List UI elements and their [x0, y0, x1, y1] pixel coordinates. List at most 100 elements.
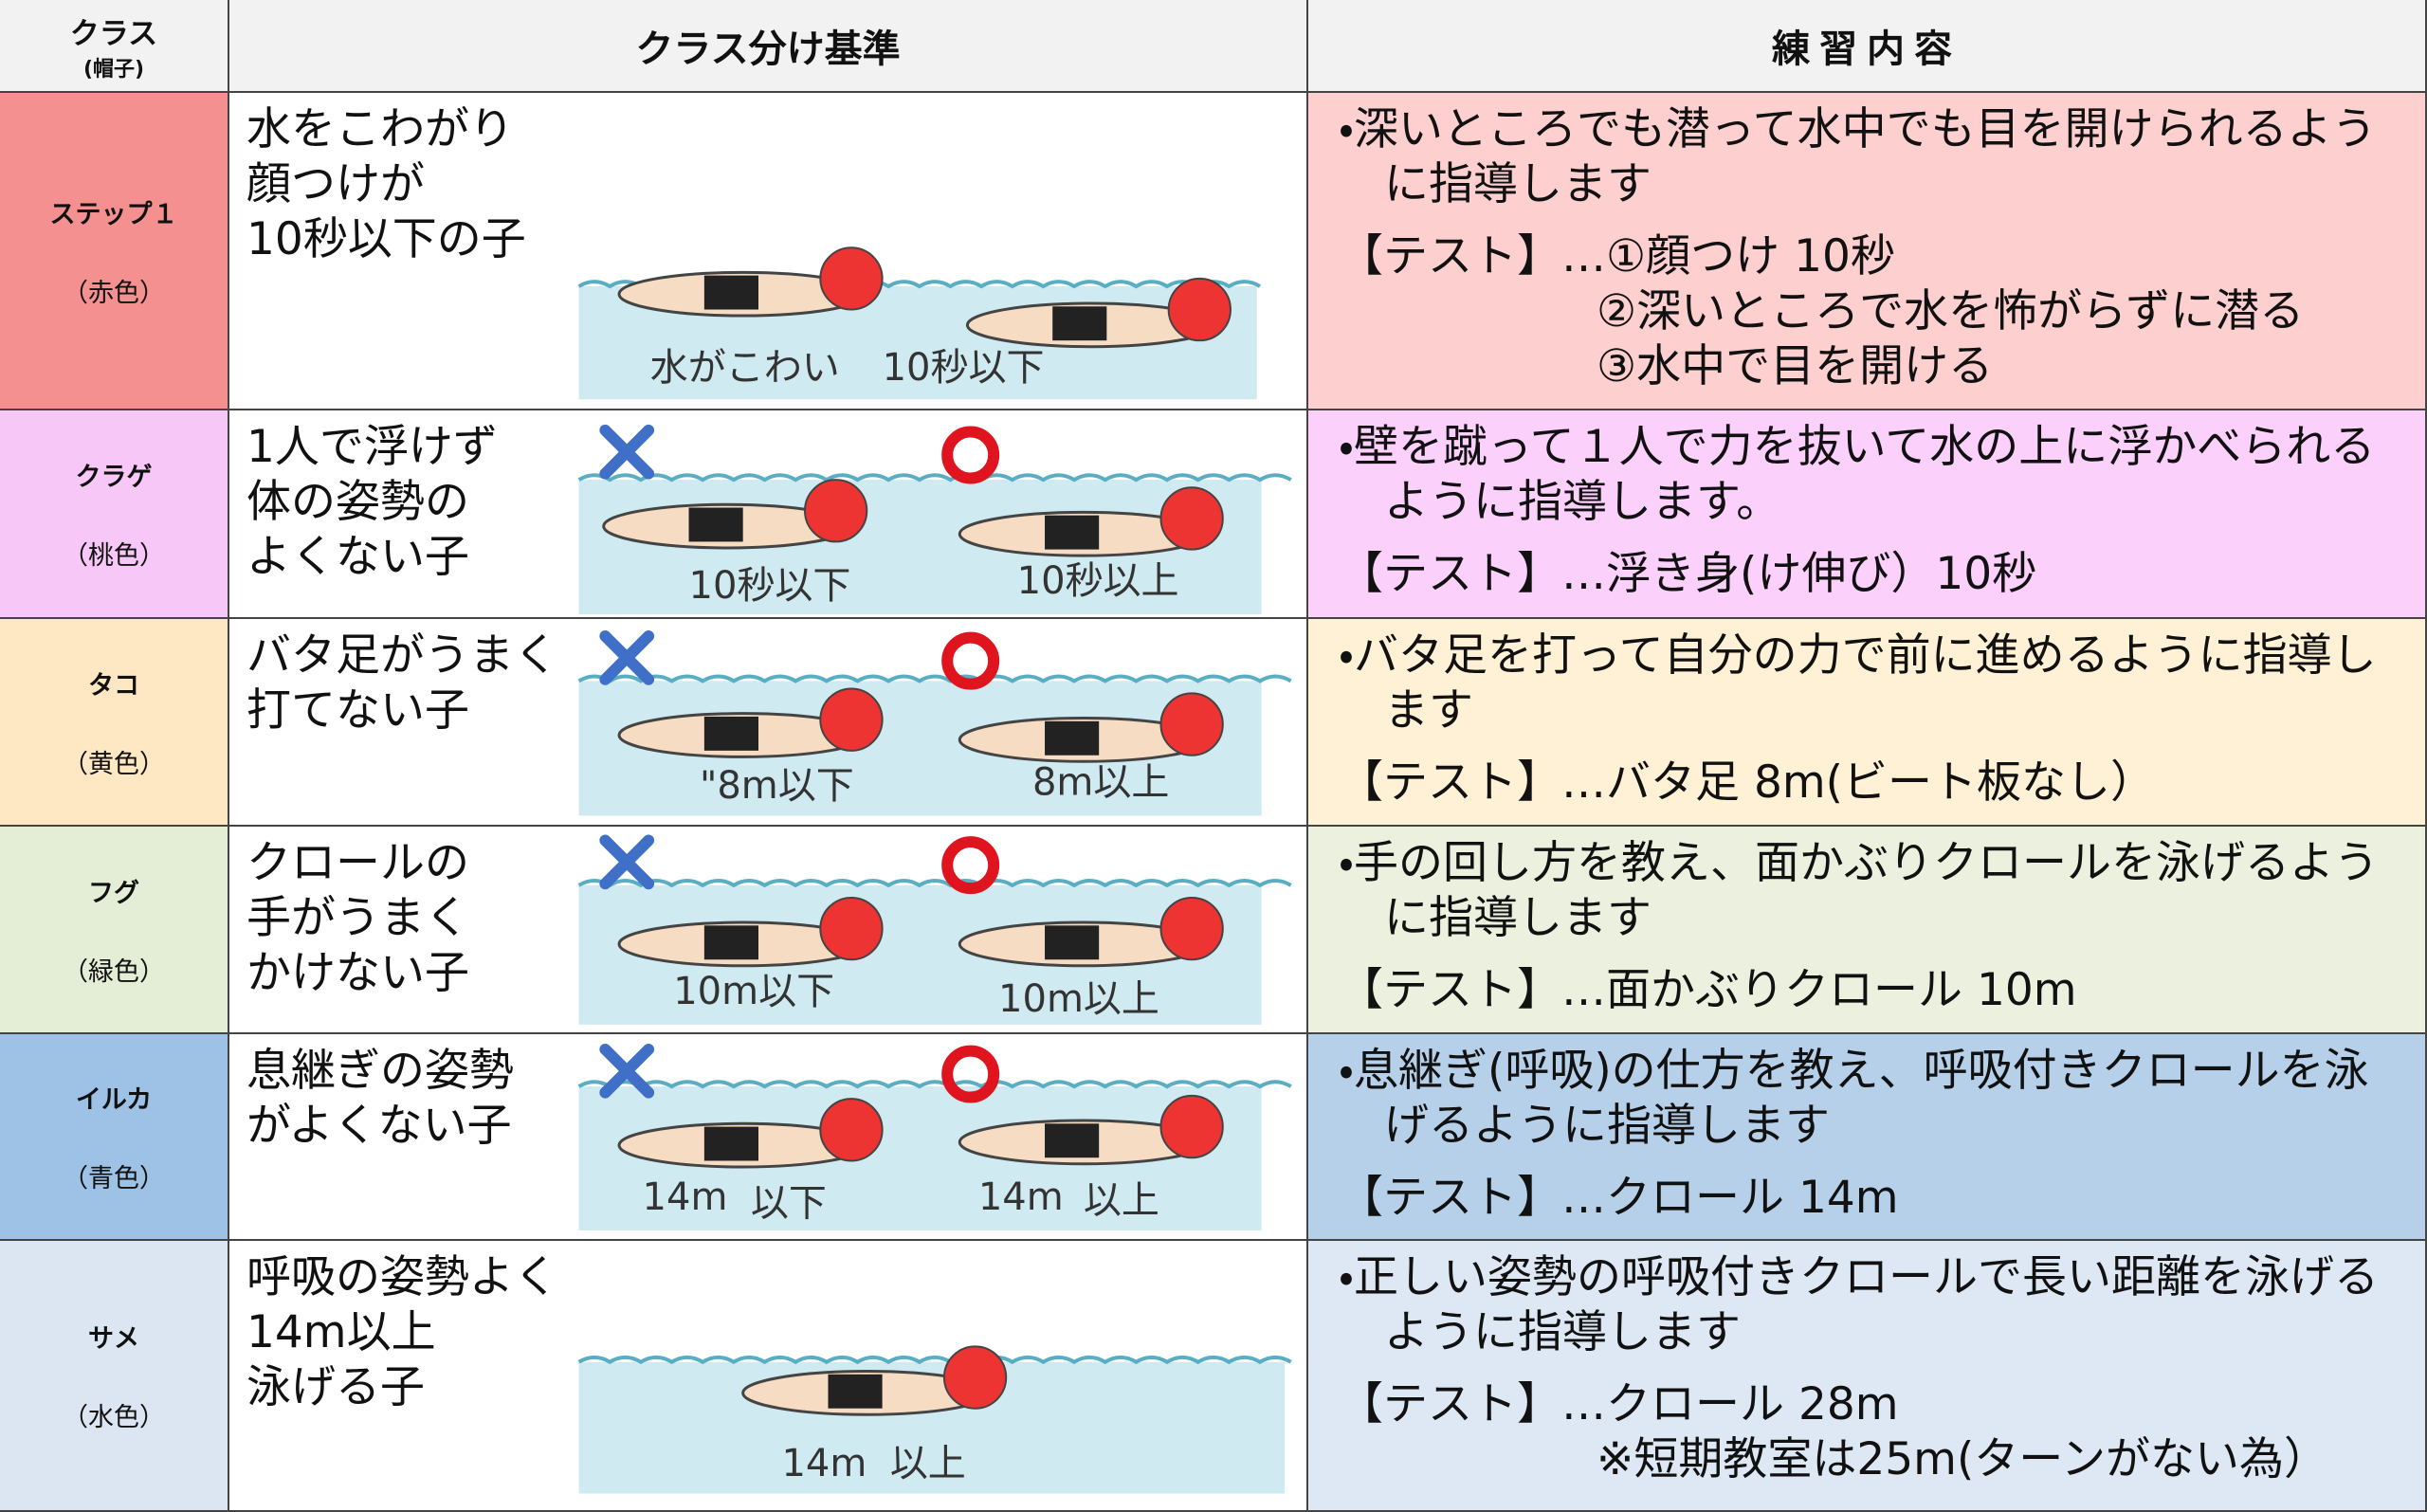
class-name: ステップ１ — [49, 199, 178, 229]
criteria-line: がよくない子 — [246, 1100, 512, 1152]
illustration-label: 10秒以下 — [689, 564, 851, 608]
ng-mark — [599, 630, 655, 685]
class-cap: （緑色） — [63, 956, 165, 987]
criteria-line: 水をこわがり — [246, 103, 514, 155]
illustration-label: 10秒以上 — [1017, 559, 1179, 603]
class-cap: （赤色） — [63, 278, 165, 308]
illustration-label: 14m — [978, 1175, 1064, 1219]
criteria-line: 10秒以下の子 — [246, 213, 526, 265]
criteria-line: かけない子 — [246, 947, 469, 999]
header-criteria: クラス分け基準 — [229, 0, 1308, 93]
practice-cell: ・正しい姿勢の呼吸付きクロールで長い距離を泳げるように指導します 【テスト】…クロ… — [1308, 1241, 2427, 1512]
swimmer-trunks — [703, 275, 758, 310]
criteria-line: クロールの — [246, 837, 469, 889]
swimmer-trunks — [703, 925, 758, 960]
header-practice: 練習内容 — [1308, 0, 2427, 93]
test-line: ※短期教室は25m(ターンがない為） — [1597, 1433, 2328, 1485]
criteria-cell: 水がこわい 10秒以下 水をこわがり 顔つけが 10秒以下の子 — [229, 93, 1308, 410]
class-cap: （青色） — [63, 1164, 165, 1193]
illustration: "8m以下 8m以上 — [577, 630, 1292, 816]
ng-mark — [599, 424, 655, 480]
criteria-line: 1人で浮けず — [246, 421, 498, 473]
class-cell: サメ （水色） — [0, 1241, 229, 1512]
practice-text: ・正しい姿勢の呼吸付きクロールで長い距離を泳げるように指導します — [1339, 1251, 2379, 1358]
illustration-label: 10m以上 — [998, 977, 1159, 1021]
test-line: 【テスト】…浮き身(け伸び）10秒 — [1339, 548, 2037, 600]
swimmer-cap — [942, 1345, 1008, 1410]
swimmer-trunks — [1045, 1123, 1100, 1158]
test-line: 【テスト】…クロール 28m — [1339, 1378, 1899, 1430]
swimmer-trunks — [688, 507, 743, 542]
ok-mark — [941, 631, 1000, 690]
criteria-line: 呼吸の姿勢よく — [246, 1251, 558, 1303]
illustration-label: 8m以上 — [1032, 760, 1169, 804]
class-cap: （水色） — [63, 1403, 165, 1432]
swimmer-cap — [803, 479, 868, 543]
test-block: 【テスト】…①顔つけ 10秒 ②深いところで水を怖がらずに潜る ③水中で目を開ける — [1339, 229, 2402, 394]
swimmer-cap — [819, 687, 884, 752]
test-block: 【テスト】…クロール 14m — [1339, 1171, 2402, 1226]
class-name: タコ — [88, 670, 139, 701]
class-cell: タコ （黄色） — [0, 619, 229, 827]
class-cell: イルカ （青色） — [0, 1034, 229, 1241]
swimmer-cap — [819, 896, 884, 961]
illustration: 水がこわい 10秒以下 — [577, 246, 1262, 400]
test-line: ③水中で目を開ける — [1597, 340, 1994, 392]
criteria-line: 打てない子 — [246, 684, 469, 737]
test-line: 【テスト】…バタ足 8m(ビート板なし） — [1339, 756, 2155, 809]
test-line: 【テスト】…①顔つけ 10秒 — [1339, 230, 1895, 282]
header-cap-text: (帽子) — [82, 57, 145, 82]
class-cap: （桃色） — [63, 541, 165, 571]
ok-mark — [941, 1045, 1000, 1103]
practice-cell: ・息継ぎ(呼吸)の仕方を教え、呼吸付きクロールを泳げるように指導します 【テスト】… — [1308, 1034, 2427, 1241]
header-criteria-text: クラス分け基準 — [635, 27, 901, 71]
swimmer-cap — [1159, 692, 1224, 756]
criteria-line: 手がうまく — [246, 892, 469, 944]
practice-cell: ・バタ足を打って自分の力で前に進めるように指導します 【テスト】…バタ足 8m(ビ… — [1308, 619, 2427, 827]
criteria-line: バタ足がうまく — [246, 629, 558, 682]
criteria-cell: 14m 以上 呼吸の姿勢よく 14m以上 泳げる子 — [229, 1241, 1308, 1512]
illustration-label: 以上 — [1084, 1178, 1159, 1222]
practice-text: ・壁を蹴って１人で力を抜いて水の上に浮かべられるように指導します。 — [1339, 421, 2376, 528]
ng-mark — [599, 1043, 655, 1099]
test-block: 【テスト】…クロール 28m ※短期教室は25m(ターンがない為） — [1339, 1377, 2402, 1487]
test-line: 【テスト】…クロール 14m — [1339, 1172, 1899, 1224]
wave — [577, 674, 1292, 683]
illustration: 10秒以下 10秒以上 — [577, 424, 1292, 615]
swimmer-cap — [1159, 486, 1224, 551]
criteria-line: 息継ぎの姿勢 — [246, 1045, 514, 1097]
class-name: イルカ — [75, 1085, 153, 1115]
illustration: 14m 以下 14m 以上 — [577, 1043, 1292, 1230]
ok-mark — [941, 836, 1000, 895]
criteria-text: 1人で浮けず 体の姿勢の よくない子 — [246, 420, 498, 585]
swimmer-cap — [819, 1098, 884, 1162]
illustration-label: 以上 — [890, 1442, 966, 1485]
swimmer-trunks — [1045, 925, 1100, 960]
practice-cell: ・壁を蹴って１人で力を抜いて水の上に浮かべられるように指導します。【テスト】…浮… — [1308, 410, 2427, 619]
swimmer-cap — [819, 246, 884, 311]
criteria-text: クロールの 手がうまく かけない子 — [246, 836, 469, 1001]
criteria-line: 顔つけが — [246, 158, 425, 210]
illustration-label: 14m — [781, 1442, 867, 1485]
illustration-label: 10秒以下 — [883, 346, 1045, 390]
wave — [577, 473, 1292, 483]
header-class-text: クラス — [69, 16, 158, 51]
illustration: 10m以下 10m以上 — [577, 834, 1292, 1025]
illustration-label: 水がこわい — [650, 346, 840, 390]
ng-mark — [599, 834, 655, 890]
swimmer-trunks — [828, 1374, 883, 1409]
practice-cell: ・深いところでも潜って水中でも目を開けられるように指導します 【テスト】…①顔つけ… — [1308, 93, 2427, 410]
criteria-cell: 10秒以下 10秒以上 1人で浮けず 体の姿勢の よくない子 — [229, 410, 1308, 619]
test-block: 【テスト】…バタ足 8m(ビート板なし） — [1339, 756, 2402, 811]
illustration: 14m 以上 — [577, 1345, 1292, 1494]
criteria-text: 息継ぎの姿勢 がよくない子 — [246, 1044, 514, 1154]
criteria-text: 水をこわがり 顔つけが 10秒以下の子 — [246, 102, 526, 267]
swimmer-cap — [1167, 277, 1232, 342]
class-name: サメ — [88, 1324, 139, 1354]
criteria-cell: 14m 以下 14m 以上 息継ぎの姿勢 がよくない子 — [229, 1034, 1308, 1241]
ok-mark — [941, 426, 1000, 484]
class-cell: ステップ１ （赤色） — [0, 93, 229, 410]
swimmer-trunks — [703, 716, 758, 751]
swimmer-trunks — [1045, 515, 1100, 550]
